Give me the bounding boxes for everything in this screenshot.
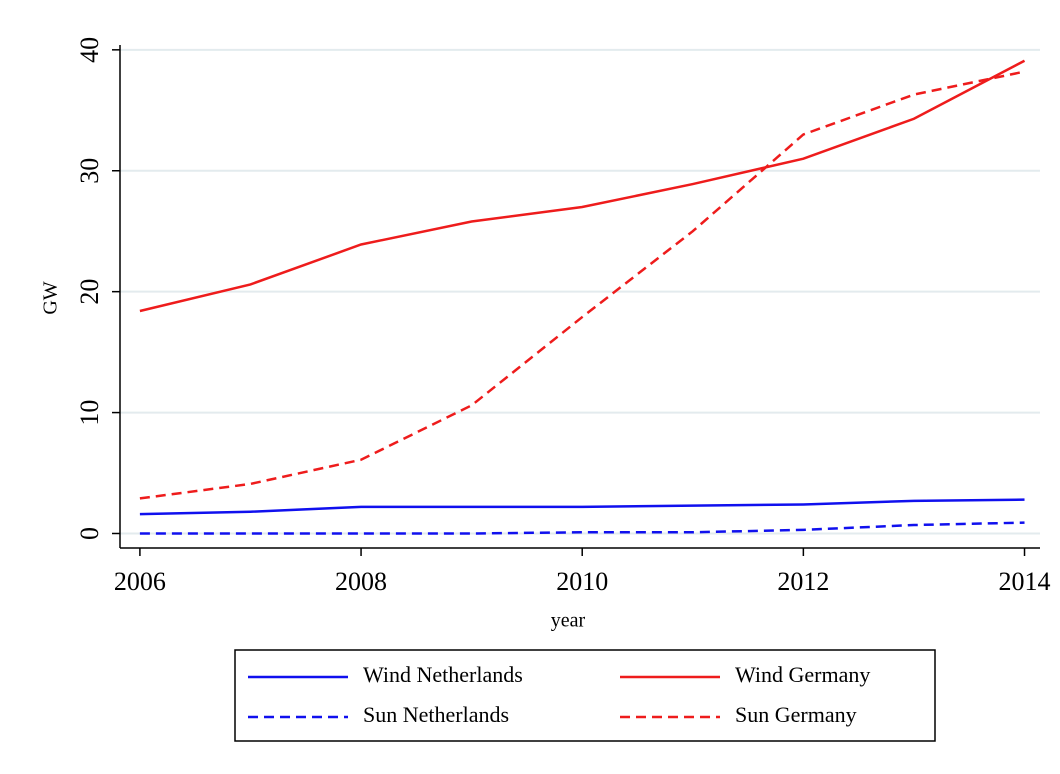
y-tick-label: 40 bbox=[75, 37, 104, 63]
x-tick-label: 2006 bbox=[114, 567, 166, 596]
y-axis-label: GW bbox=[40, 281, 62, 314]
y-tick-label: 0 bbox=[75, 527, 104, 540]
series-line bbox=[139, 521, 1025, 535]
x-axis-label: year bbox=[551, 610, 586, 632]
y-tick-label: 30 bbox=[75, 158, 104, 184]
series-line bbox=[139, 59, 1026, 313]
y-tick-label: 10 bbox=[75, 400, 104, 426]
legend-label: Wind Germany bbox=[735, 662, 870, 687]
series-line bbox=[139, 70, 1025, 500]
legend-box bbox=[234, 649, 936, 742]
legend-label: Sun Germany bbox=[735, 702, 857, 727]
legend-label: Sun Netherlands bbox=[363, 702, 509, 727]
legend-label: Wind Netherlands bbox=[363, 662, 523, 687]
x-tick-label: 2012 bbox=[777, 567, 829, 596]
y-tick-label: 20 bbox=[75, 279, 104, 305]
x-tick-label: 2010 bbox=[556, 567, 608, 596]
x-tick-label: 2014 bbox=[999, 567, 1051, 596]
series-line bbox=[139, 498, 1025, 516]
x-tick-label: 2008 bbox=[335, 567, 387, 596]
